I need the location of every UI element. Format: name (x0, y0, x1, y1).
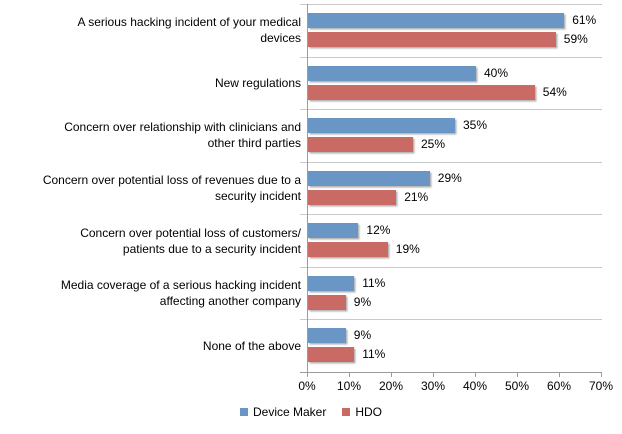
bar-device-maker (308, 223, 359, 239)
bar-device-maker (308, 65, 476, 81)
bar-hdo (308, 242, 388, 258)
legend-label: Device Maker (252, 405, 327, 419)
x-tick-label: 50% (504, 379, 530, 393)
x-tick-label: 60% (546, 379, 572, 393)
value-label: 61% (572, 13, 597, 27)
value-label: 21% (404, 189, 429, 204)
value-label: 11% (362, 275, 386, 290)
bar-hdo (308, 84, 535, 100)
value-label: 9% (353, 328, 372, 343)
legend-swatch-device-maker (239, 408, 248, 416)
category-label: Concern over potential loss of revenues … (42, 172, 301, 203)
x-axis-line (300, 372, 602, 373)
value-label: 59% (563, 32, 588, 46)
legend-item-hdo: HDO (342, 405, 382, 419)
value-label: 11% (362, 347, 386, 362)
x-tick-label: 10% (336, 379, 362, 393)
legend: Device Maker HDO (239, 405, 382, 419)
legend-label: HDO (355, 405, 383, 419)
category-gridline (300, 56, 602, 58)
value-label: 25% (421, 137, 446, 152)
value-label: 9% (353, 294, 372, 309)
bar-device-maker (308, 13, 565, 28)
x-axis-tick (475, 372, 476, 377)
category-gridline (300, 109, 602, 111)
bar-device-maker (308, 170, 430, 186)
category-gridline (300, 266, 602, 268)
bar-hdo (308, 347, 355, 363)
category-label: None of the above (202, 338, 301, 353)
x-axis-tick (391, 372, 392, 377)
bar-hdo (308, 137, 413, 153)
legend-item-device-maker: Device Maker (239, 405, 327, 419)
x-axis-tick (349, 372, 350, 377)
category-gridline (300, 4, 602, 5)
category-gridline (300, 319, 602, 321)
x-tick-label: 30% (420, 379, 446, 393)
bar-hdo (308, 189, 397, 205)
x-axis-tick (601, 372, 602, 377)
category-label: New regulations (214, 75, 301, 90)
value-label: 12% (366, 223, 391, 238)
value-label: 54% (542, 84, 567, 99)
bar-device-maker (308, 118, 455, 134)
y-axis-line (307, 4, 308, 372)
legend-swatch-hdo (342, 408, 351, 416)
bar-device-maker (308, 275, 355, 291)
x-axis-tick (517, 372, 518, 377)
x-tick-label: 70% (588, 379, 614, 393)
category-label: Concern over relationship with clinician… (64, 120, 301, 151)
category-label: A serious hacking incident of your medic… (77, 15, 301, 46)
category-gridline (300, 214, 602, 216)
x-axis-tick (433, 372, 434, 377)
value-label: 19% (395, 242, 420, 257)
value-label: 29% (437, 170, 462, 185)
value-label: 35% (463, 118, 488, 133)
x-axis-tick (307, 372, 308, 377)
x-axis-tick (559, 372, 560, 377)
category-gridline (300, 161, 602, 163)
category-label: Media coverage of a serious hacking inci… (60, 278, 301, 309)
x-tick-label: 40% (462, 379, 488, 393)
x-tick-label: 0% (298, 379, 316, 393)
bar-device-maker (308, 328, 346, 344)
bar-hdo (308, 32, 556, 47)
value-label: 40% (484, 65, 509, 80)
bar-hdo (308, 294, 346, 310)
x-tick-label: 20% (378, 379, 404, 393)
category-label: Concern over potential loss of customers… (80, 225, 301, 256)
